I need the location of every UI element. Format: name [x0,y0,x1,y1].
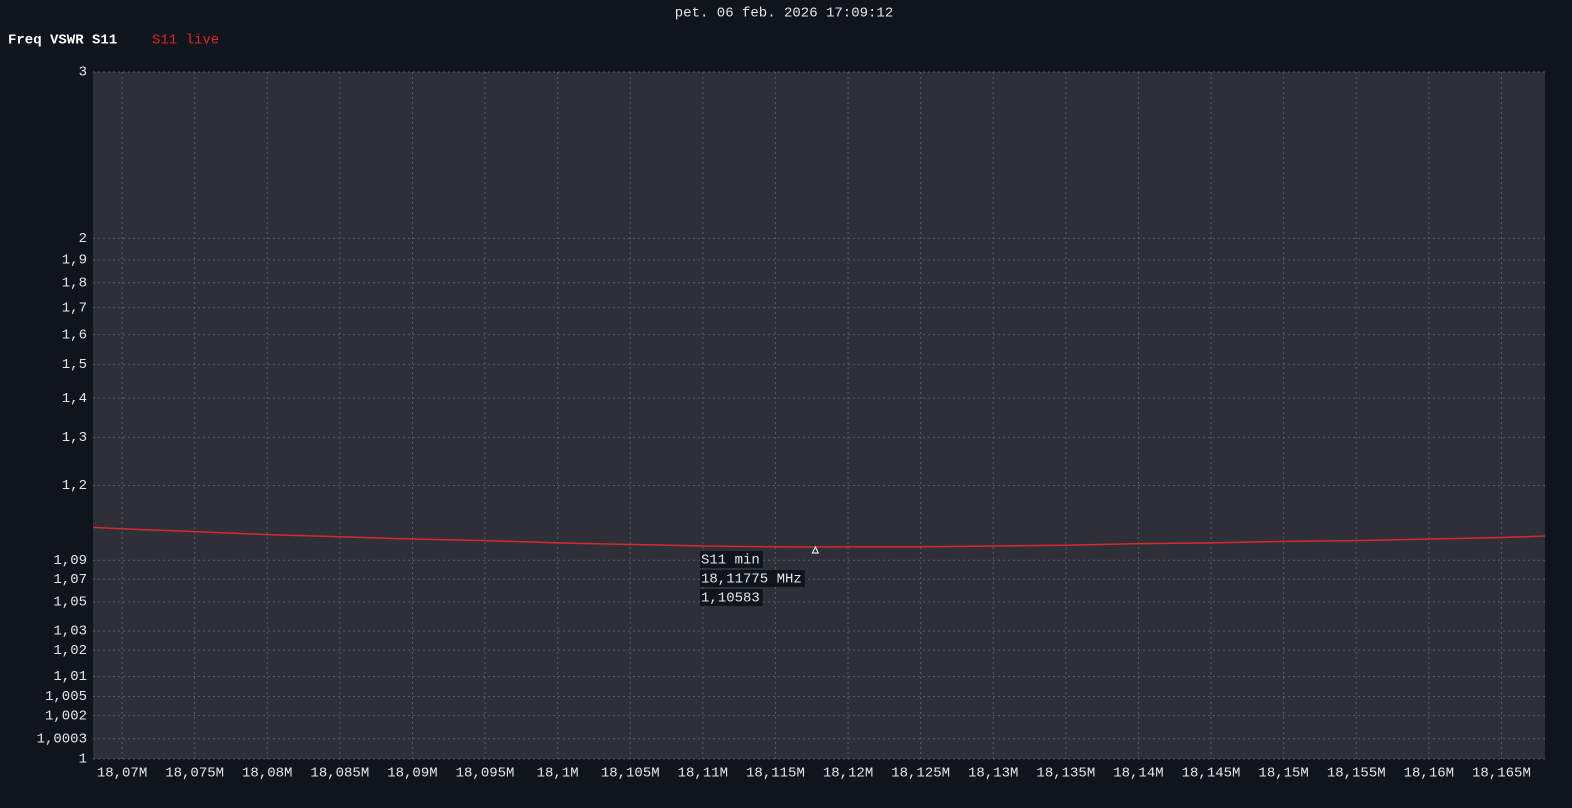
x-tick-label: 18,075M [165,766,224,782]
plot-area [93,72,1545,759]
y-tick-label: 1,07 [53,572,87,588]
y-tick-label: 1,01 [53,669,87,685]
x-tick-label: 18,155M [1327,766,1386,782]
marker-annotation: 18,11775 MHz [701,572,802,588]
y-tick-label: 1,0003 [37,731,87,747]
x-tick-label: 18,085M [310,766,369,782]
marker-annotation: 1,10583 [701,591,760,607]
y-tick-label: 1,3 [62,430,87,446]
marker [811,545,820,554]
y-tick-label: 1 [79,752,87,768]
marker-annotation: S11 min [701,553,760,569]
x-tick-label: 18,12M [823,766,873,782]
y-tick-label: 1,05 [53,595,87,611]
x-tick-label: 18,145M [1182,766,1241,782]
y-tick-label: 1,005 [45,689,87,705]
annotation-bg [700,551,763,568]
x-tick-label: 18,125M [891,766,950,782]
x-tick-label: 18,08M [242,766,292,782]
y-tick-label: 1,7 [62,300,87,316]
x-tick-label: 18,14M [1113,766,1163,782]
annotation-bg [700,589,763,606]
x-tick-label: 18,135M [1036,766,1095,782]
timestamp: pet. 06 feb. 2026 17:09:12 [675,6,893,22]
x-tick-label: 18,11M [678,766,728,782]
y-tick-label: 1,5 [62,357,87,373]
y-tick-label: 1,02 [53,643,87,659]
y-tick-label: 1,002 [45,708,87,724]
x-tick-label: 18,165M [1472,766,1531,782]
x-tick-label: 18,1M [537,766,579,782]
y-tick-label: 2 [79,231,87,247]
x-tick-label: 18,09M [387,766,437,782]
y-tick-label: 1,8 [62,276,87,292]
x-tick-label: 18,07M [97,766,147,782]
x-tick-label: 18,15M [1258,766,1308,782]
annotation-bg [700,570,805,587]
x-tick-label: 18,16M [1404,766,1454,782]
x-tick-label: 18,095M [456,766,515,782]
x-tick-label: 18,105M [601,766,660,782]
x-tick-label: 18,13M [968,766,1018,782]
y-tick-label: 1,6 [62,327,87,343]
y-tick-label: 1,09 [53,553,87,569]
y-tick-label: 1,9 [62,253,87,269]
chart-title: Freq VSWR S11 [8,33,117,49]
y-tick-label: 1,4 [62,391,87,407]
x-tick-label: 18,115M [746,766,805,782]
y-tick-label: 1,03 [53,624,87,640]
legend-entry[interactable]: S11 live [152,33,219,49]
y-tick-label: 1,2 [62,478,87,494]
y-tick-label: 3 [79,65,87,81]
